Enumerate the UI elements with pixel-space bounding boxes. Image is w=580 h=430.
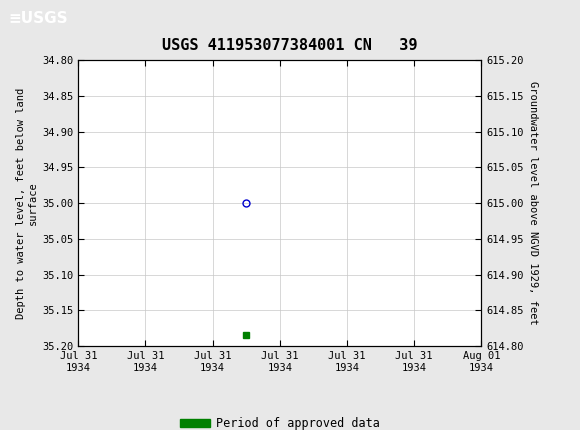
Y-axis label: Groundwater level above NGVD 1929, feet: Groundwater level above NGVD 1929, feet <box>528 81 538 325</box>
Text: USGS 411953077384001 CN   39: USGS 411953077384001 CN 39 <box>162 38 418 52</box>
Text: ≡USGS: ≡USGS <box>9 11 68 26</box>
Y-axis label: Depth to water level, feet below land
surface: Depth to water level, feet below land su… <box>16 88 38 319</box>
Legend: Period of approved data: Period of approved data <box>176 412 384 430</box>
